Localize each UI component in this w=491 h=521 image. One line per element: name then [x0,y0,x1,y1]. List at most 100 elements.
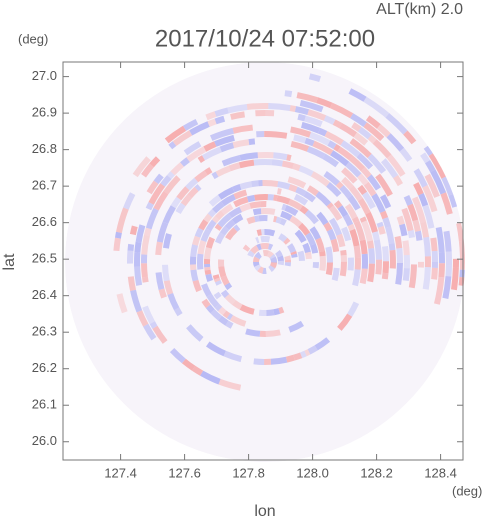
echo-cell [293,352,303,361]
echo-cell [304,137,315,147]
echo-cell [352,269,361,287]
echo-cell [215,210,225,220]
echo-cell [280,210,293,221]
echo-cell [152,325,168,344]
echo-cell [264,358,271,366]
echo-cell [269,254,276,260]
echo-cell [435,226,445,253]
echo-cell [252,208,262,216]
echo-cell [340,249,347,256]
echo-cell [325,246,334,263]
echo-cell [299,100,324,113]
echo-cell [332,119,343,129]
echo-cell [399,223,408,237]
echo-cell [287,176,307,189]
echo-cell [130,289,143,313]
echo-cell [292,163,301,171]
y-tick-label: 26.8 [32,141,57,156]
echo-cell [297,113,306,122]
echo-cell [211,171,219,180]
y-tick-label: 26.3 [32,324,57,339]
echo-cell [312,140,334,156]
echo-cell [362,191,376,210]
echo-cell [388,243,396,251]
echo-cell [309,131,331,146]
echo-cell [170,196,182,209]
echo-cell [228,162,241,172]
echo-cell [367,134,377,144]
echo-cell [253,262,260,267]
echo-cell [224,294,236,305]
echo-cell [158,288,167,299]
echo-cell [221,194,236,207]
echo-cell [186,146,207,163]
y-tick-label: 26.9 [32,105,57,120]
echo-cell [312,262,319,269]
echo-cell [180,194,192,207]
echo-cell [213,277,221,283]
echo-cell [225,227,238,241]
echo-cell [372,139,392,159]
echo-cell [347,195,361,211]
echo-cell [238,159,255,169]
echo-cell [288,184,298,193]
echo-cell [284,259,292,263]
echo-cell [394,235,403,249]
echo-cell [401,207,414,232]
echo-cell [214,303,223,312]
echo-cell [233,224,241,232]
echo-cell [203,258,211,265]
echo-cell [218,306,227,316]
echo-cell [256,229,262,236]
echo-cell [270,356,288,365]
echo-cell [339,123,357,138]
echo-cell [204,269,212,275]
plot-frame [62,61,464,461]
echo-cell [160,175,172,187]
echo-cell [268,103,291,111]
echo-cell [448,193,459,208]
echo-cell [351,122,362,132]
echo-cell [185,177,199,191]
echo-cell [227,104,248,114]
echo-cell [203,141,217,152]
echo-cell [254,215,260,223]
echo-cell [291,253,298,258]
echo-cell [323,171,340,186]
echo-cell [299,205,309,215]
echo-cell [294,229,307,243]
echo-cell [399,147,413,162]
echo-cell [381,272,389,280]
echo-cell [275,250,283,258]
echo-cell [221,155,241,167]
echo-cell [207,118,217,127]
echo-cell [442,276,452,299]
echo-cell [172,130,193,146]
echo-cell [262,250,270,257]
echo-cell [375,259,383,275]
echo-cell [310,171,330,187]
echo-cell [371,193,386,213]
echo-cell [290,251,297,256]
echo-cell [167,171,175,180]
echo-cell [403,195,413,206]
echo-cell [337,313,353,331]
echo-cell [314,337,331,351]
echo-cell [214,107,229,117]
echo-cell [217,213,232,228]
echo-cell [246,194,256,203]
echo-cell [206,293,220,308]
echo-cell [140,254,148,264]
echo-cell [248,138,256,146]
echo-cell [155,272,165,290]
y-tick-label: 26.2 [32,360,57,375]
echo-cell [424,256,431,268]
echo-cell [353,132,369,146]
echo-cell [265,110,275,117]
echo-cell [129,225,138,236]
echo-cell [380,210,389,220]
echo-cell [423,145,434,156]
echo-cell [275,216,282,224]
echo-cell [264,130,288,139]
